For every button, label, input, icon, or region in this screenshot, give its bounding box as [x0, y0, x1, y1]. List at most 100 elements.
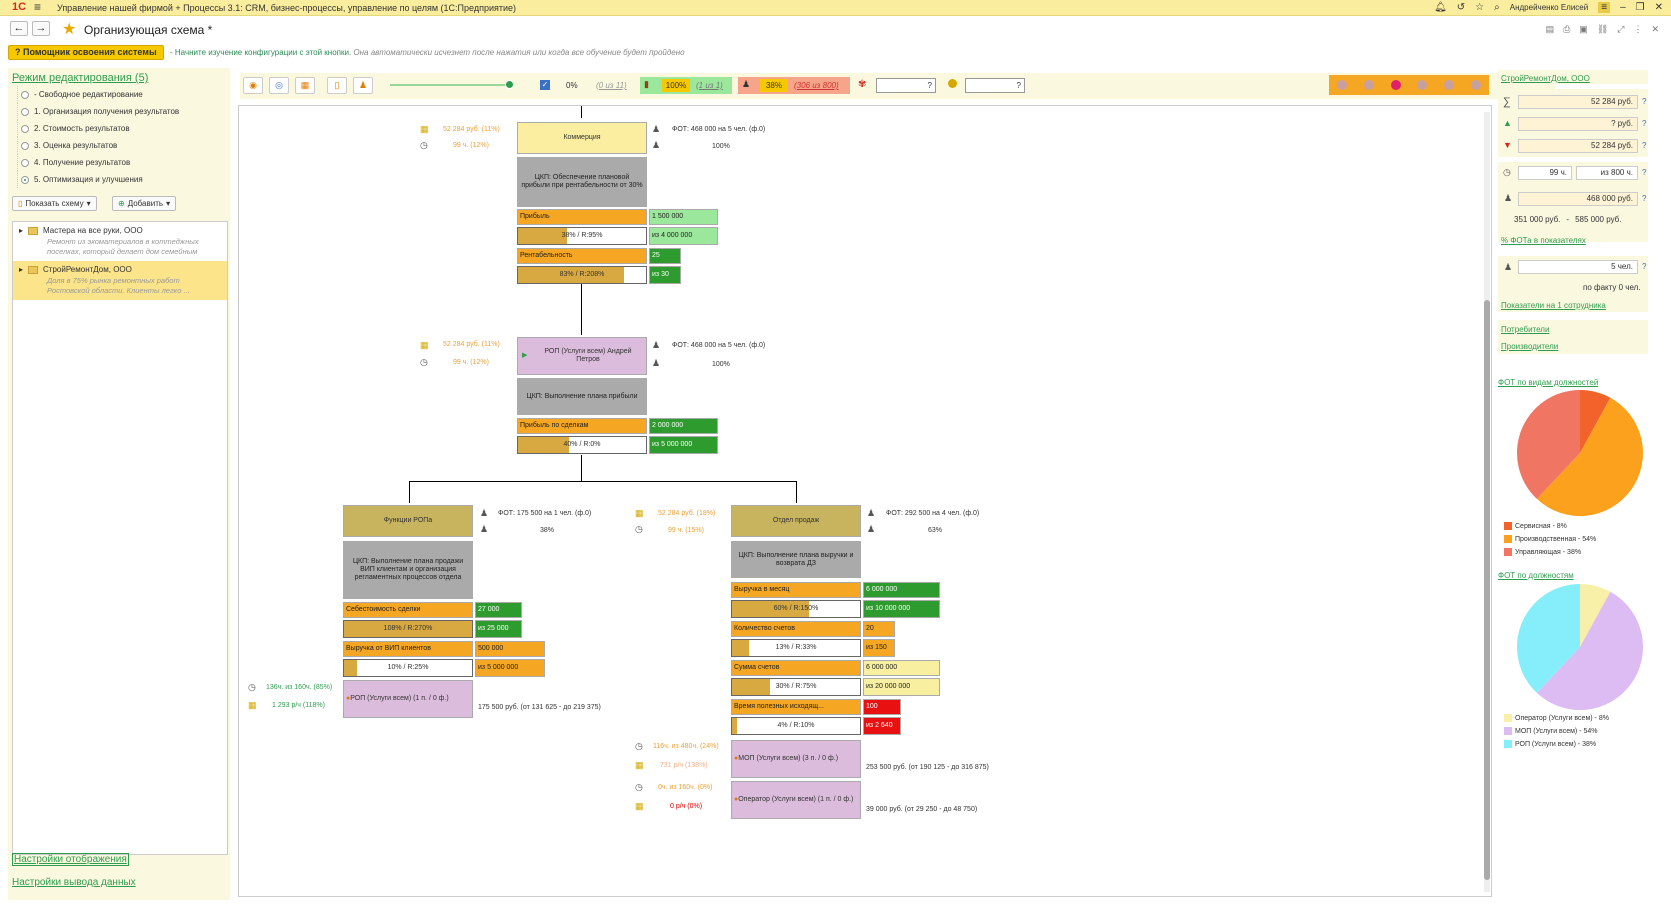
- help-q[interactable]: ?: [1642, 194, 1647, 203]
- kpi-label[interactable]: Сумма счетов: [731, 660, 861, 676]
- favorites-icon[interactable]: ☆: [1475, 2, 1485, 13]
- expand-arrow-icon[interactable]: ▸: [19, 226, 24, 235]
- person-icon[interactable]: ♟: [353, 77, 373, 94]
- mode-item[interactable]: 4. Получение результатов: [17, 154, 227, 171]
- help-q[interactable]: ?: [1642, 262, 1647, 271]
- mode-item[interactable]: 5. Оптимизация и улучшения: [17, 171, 227, 188]
- org-link[interactable]: СтройРемонтДом, ООО: [1501, 74, 1590, 83]
- edit-mode-title[interactable]: Режим редактирования (5): [12, 72, 149, 84]
- kpi-label[interactable]: Количество счетов: [731, 621, 861, 637]
- hours-of-field[interactable]: из 800 ч.: [1576, 166, 1638, 180]
- help-q[interactable]: ?: [1642, 168, 1647, 177]
- kpi-label[interactable]: Выручка от ВИП клиентов: [343, 641, 473, 657]
- hours-count-link[interactable]: (306 из 800): [794, 81, 839, 90]
- radio[interactable]: [21, 141, 29, 150]
- expand-arrow-icon[interactable]: ▸: [19, 265, 24, 274]
- plus-field[interactable]: ? руб.: [1518, 117, 1638, 131]
- back-button[interactable]: ←: [10, 21, 28, 36]
- tree-item[interactable]: ▸ Мастера на все руки, ООО: [13, 222, 227, 237]
- money-input[interactable]: ?: [876, 78, 936, 93]
- face-icon[interactable]: [1470, 80, 1481, 90]
- coin-input[interactable]: ?: [965, 78, 1025, 93]
- help-assistant-button[interactable]: ? Помощник освоения системы: [8, 45, 164, 60]
- face-icon[interactable]: [1417, 80, 1428, 90]
- mode-item[interactable]: 3. Оценка результатов: [17, 137, 227, 154]
- face-icon[interactable]: [1443, 80, 1454, 90]
- mode-item[interactable]: 2. Стоимость результатов: [17, 120, 227, 137]
- coins-icon[interactable]: ▦: [295, 77, 315, 94]
- radio[interactable]: [21, 107, 29, 116]
- help-q[interactable]: ?: [1642, 97, 1647, 106]
- kpi-label[interactable]: Выручка в месяц: [731, 582, 861, 598]
- forward-button[interactable]: →: [32, 21, 50, 36]
- org-node-rop[interactable]: ▶ РОП (Услуги всем) Андрей Петров: [517, 337, 647, 375]
- user-name[interactable]: Андрейченко Елисей: [1509, 3, 1589, 12]
- expand-icon[interactable]: ⤢: [1617, 24, 1625, 34]
- node-ckp[interactable]: ЦКП: Обеспечение плановой прибыли при ре…: [517, 157, 647, 207]
- print-icon[interactable]: ⎙: [1563, 24, 1571, 34]
- output-settings-link[interactable]: Настройки вывода данных: [12, 877, 136, 888]
- tasks-count-link[interactable]: (0 из 11): [596, 81, 627, 90]
- sum-field[interactable]: 52 284 руб.: [1518, 95, 1638, 109]
- producers-link[interactable]: Производители: [1501, 342, 1559, 351]
- zoom-slider-track[interactable]: [390, 84, 512, 86]
- kpi-label[interactable]: Рентабельность: [517, 248, 647, 264]
- canvas-scrollbar-thumb[interactable]: [1484, 300, 1490, 880]
- hours-field[interactable]: 99 ч.: [1518, 166, 1572, 180]
- minimize-icon[interactable]: –: [1620, 2, 1626, 13]
- mode-item[interactable]: - Свободное редактирование: [17, 86, 227, 103]
- org-node-commerce[interactable]: Коммерция: [517, 122, 647, 154]
- org-node-sales-dept[interactable]: Отдел продаж: [731, 505, 861, 537]
- node-ckp[interactable]: ЦКП: Выполнение плана продажи ВИП клиент…: [343, 541, 473, 599]
- menu-icon[interactable]: ≡: [34, 0, 42, 14]
- target-icon[interactable]: ◉: [243, 77, 263, 94]
- kpi-count-link[interactable]: (1 из 1): [696, 81, 723, 90]
- favorite-star-icon[interactable]: ★: [62, 21, 77, 38]
- angry-face-icon[interactable]: [1390, 80, 1401, 90]
- document-icon[interactable]: ▯: [327, 77, 347, 94]
- kpi-label[interactable]: Прибыль: [517, 209, 647, 225]
- mode-item[interactable]: 1. Организация получения результатов: [17, 103, 227, 120]
- search-icon[interactable]: ⌕: [1494, 2, 1500, 13]
- consumers-link[interactable]: Потребители: [1501, 325, 1550, 334]
- fot-field[interactable]: 468 000 руб.: [1518, 192, 1638, 206]
- help-q[interactable]: ?: [1642, 119, 1647, 128]
- more-icon[interactable]: ⋮: [1633, 24, 1643, 34]
- minus-field[interactable]: 52 284 руб.: [1518, 139, 1638, 153]
- history-icon[interactable]: ↺: [1456, 2, 1466, 13]
- face-icon[interactable]: [1337, 80, 1348, 90]
- close-form-icon[interactable]: ✕: [1651, 24, 1659, 34]
- radio[interactable]: [21, 124, 29, 133]
- add-button[interactable]: ⊕ Добавить ▾: [112, 196, 177, 211]
- node-ckp[interactable]: ЦКП: Выполнение плана прибыли: [517, 378, 647, 415]
- chart2-title-link[interactable]: ФОТ по должностям: [1498, 571, 1574, 580]
- zoom-slider-handle[interactable]: [505, 80, 514, 89]
- checkbox-icon[interactable]: ✓: [540, 80, 550, 90]
- menu-icon-right[interactable]: ≡: [1598, 2, 1611, 13]
- org-node-rop-functions[interactable]: Функции РОПа: [343, 505, 473, 537]
- radio[interactable]: [21, 158, 29, 167]
- preview-icon[interactable]: ▣: [1579, 24, 1588, 34]
- restore-icon[interactable]: ❐: [1635, 2, 1645, 13]
- show-schema-button[interactable]: ▯ Показать схему ▾: [12, 196, 97, 211]
- save-icon[interactable]: ▤: [1545, 24, 1555, 34]
- per-employee-link[interactable]: Показатели на 1 сотрудника: [1501, 301, 1606, 310]
- employee-node[interactable]: ● РОП (Услуги всем) (1 п. / 0 ф.): [343, 680, 473, 718]
- kpi-label[interactable]: Прибыль по сделкам: [517, 418, 647, 434]
- bell-icon[interactable]: 🔔︎: [1434, 2, 1447, 13]
- close-icon[interactable]: ✕: [1654, 2, 1663, 13]
- schema-canvas[interactable]: [238, 105, 1492, 897]
- help-q[interactable]: ?: [1642, 141, 1647, 150]
- display-settings-link[interactable]: Настройки отображения: [12, 853, 129, 866]
- fot-indicators-link[interactable]: % ФОТа в показателях: [1501, 236, 1586, 245]
- radio-selected[interactable]: [21, 175, 29, 184]
- employee-node[interactable]: ● МОП (Услуги всем) (3 п. / 0 ф.): [731, 740, 861, 778]
- chart1-title-link[interactable]: ФОТ по видам должностей: [1498, 378, 1599, 387]
- tree-item-selected[interactable]: ▸ СтройРемонтДом, ООО: [13, 261, 227, 276]
- kpi-label[interactable]: Время полезных исходящ...: [731, 699, 861, 715]
- face-icon[interactable]: [1363, 80, 1374, 90]
- people-field[interactable]: 5 чел.: [1518, 260, 1638, 274]
- node-ckp[interactable]: ЦКП: Выполнение плана выручки и возврата…: [731, 541, 861, 578]
- link-icon[interactable]: ⛓: [1596, 24, 1609, 34]
- eye-icon[interactable]: ◎: [269, 77, 289, 94]
